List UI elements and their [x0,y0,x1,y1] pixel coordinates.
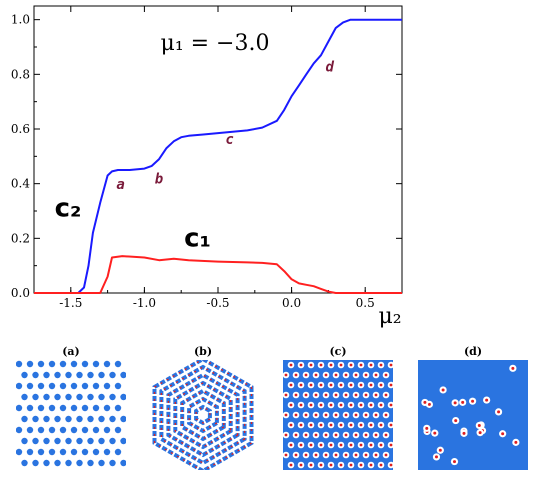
pattern-panel-a [16,360,126,470]
pattern-panel-c [283,360,393,470]
y-tick-label: 0.2 [11,231,30,245]
x-axis-label: μ₂ [378,304,401,329]
y-tick-label: 0.0 [11,286,30,300]
pattern-panel-b [148,360,258,470]
pattern-image [16,360,126,467]
y-tick-label: 0.8 [11,67,30,81]
point-label: c [225,132,233,148]
annotation-title: μ₁ = −3.0 [161,31,270,56]
panel-label: (b) [193,345,213,358]
y-tick-label: 0.4 [11,177,30,191]
pattern-panel-d [418,360,528,470]
point-label: a [116,177,124,193]
curve-label: c₂ [55,193,82,223]
series-line-c1 [34,255,402,294]
x-tick-label: -1.5 [59,296,82,310]
x-tick-label: -1.0 [133,296,156,310]
panel-label: (d) [463,345,483,358]
point-label: b [155,172,163,188]
series-line-c2 [34,18,402,294]
phase-chart: -1.5 -1.0 -0.5 0.0 0.5 0.0 0.2 0.4 0.6 0.8 1.0 c₂ c… [11,5,403,329]
point-label: d [325,60,334,76]
pattern-image [418,360,528,470]
curve-label: c₁ [184,224,211,254]
pattern-image [283,360,393,470]
pattern-image [148,360,258,470]
y-tick-label: 0.6 [11,122,30,136]
y-tick-label: 1.0 [11,13,30,27]
panel-label: (a) [62,345,80,358]
x-tick-label: 0.0 [282,296,301,310]
x-tick-label: -0.5 [206,296,229,310]
panel-label: (c) [329,345,347,358]
x-tick-label: 0.5 [356,296,375,310]
